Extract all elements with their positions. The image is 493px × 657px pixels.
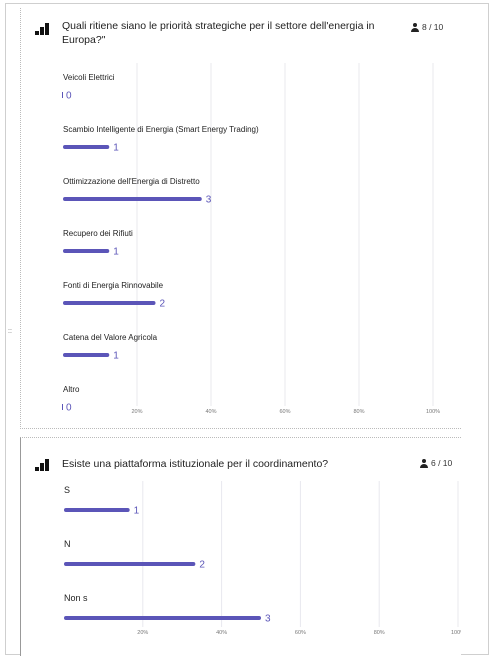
category-label: Veicoli Elettrici: [63, 73, 115, 82]
bar: [64, 562, 196, 566]
value-label: 2: [160, 299, 166, 310]
value-label: 1: [113, 247, 119, 258]
value-label: 0: [66, 91, 72, 102]
bar-chart-2: 20% 40% 60% 80% 100% S 1 N 2 Non s 3: [64, 481, 461, 636]
x-tick-label: 60%: [279, 409, 290, 415]
response-count: 8 / 10: [411, 22, 443, 32]
bar: [62, 404, 63, 410]
question-title-line-1: Quali ritiene siano le priorità strategi…: [62, 20, 375, 32]
response-count: 6 / 10: [420, 458, 452, 468]
value-label: 2: [199, 560, 205, 571]
x-tick-label: 40%: [216, 630, 227, 636]
question-card-2: Esiste una piattaforma istituzionale per…: [20, 437, 461, 656]
x-tick-label: 40%: [205, 409, 216, 415]
question-title-line-1: Esiste una piattaforma istituzionale per…: [62, 458, 329, 470]
x-tick-label: 80%: [374, 630, 385, 636]
value-label: 3: [265, 614, 271, 625]
value-label: 1: [134, 506, 140, 517]
question-card-1: Quali ritiene siano le priorità strategi…: [20, 8, 461, 429]
category-label: Catena del Valore Agricola: [63, 333, 158, 342]
category-label: Scambio Intelligente di Energia (Smart E…: [63, 125, 259, 134]
category-label: Non s: [64, 593, 88, 603]
category-label: Ottimizzazione dell'Energia di Distretto: [63, 177, 200, 186]
person-icon: [411, 22, 419, 32]
bar: [63, 353, 110, 357]
category-label: S: [64, 485, 70, 495]
bar-chart-icon: [35, 23, 49, 35]
question-title-line-2: Europa?": [62, 34, 106, 46]
bar: [63, 145, 110, 149]
x-tick-label: 80%: [353, 409, 364, 415]
value-label: 1: [113, 143, 119, 154]
x-tick-label: 20%: [131, 409, 142, 415]
bar-chart-1: 20% 40% 60% 80% 100% Veicoli Elettrici 0 Scambi…: [62, 63, 440, 415]
question-title: Quali ritiene siano le priorità strategi…: [62, 19, 392, 47]
bar: [63, 301, 156, 305]
bar: [64, 508, 130, 512]
category-label: Recupero dei Rifiuti: [63, 229, 133, 238]
bar: [63, 197, 202, 201]
x-tick-label: 100%: [426, 409, 440, 415]
bar: [62, 92, 63, 98]
person-icon: [420, 458, 428, 468]
value-label: 3: [206, 195, 212, 206]
value-label: 0: [66, 403, 72, 414]
bar: [64, 616, 261, 620]
question-title: Esiste una piattaforma istituzionale per…: [62, 457, 392, 471]
value-label: 1: [113, 351, 119, 362]
category-label: N: [64, 539, 71, 549]
bar-chart-icon: [35, 459, 49, 471]
bar: [63, 249, 110, 253]
category-label: Altro: [63, 385, 80, 394]
x-tick-label: 60%: [295, 630, 306, 636]
x-tick-label: 20%: [137, 630, 148, 636]
drag-handle-icon[interactable]: ::: [8, 328, 12, 335]
x-tick-label: 100%: [451, 630, 461, 636]
response-count-text: 8 / 10: [422, 22, 444, 32]
response-count-text: 6 / 10: [431, 458, 453, 468]
category-label: Fonti di Energia Rinnovabile: [63, 281, 164, 290]
